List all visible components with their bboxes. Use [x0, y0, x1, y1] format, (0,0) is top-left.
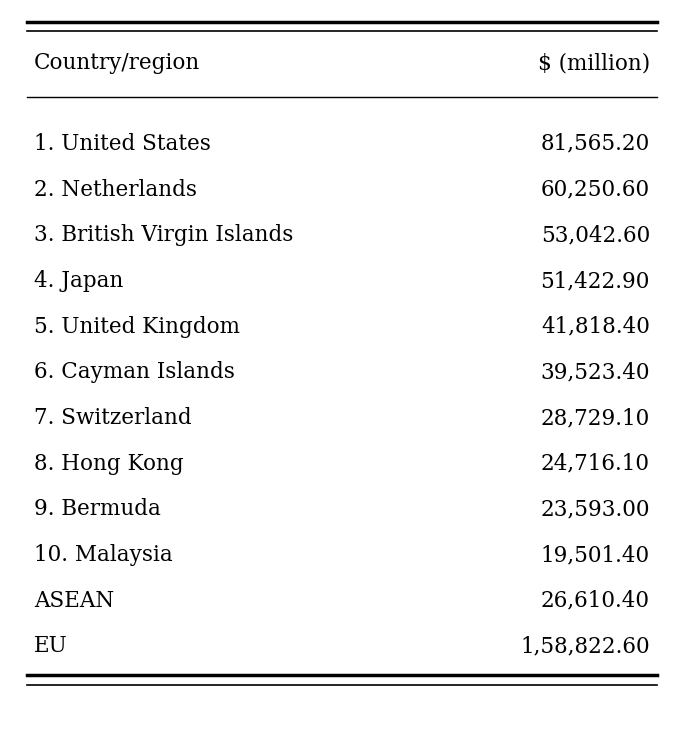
Text: 60,250.60: 60,250.60 [541, 178, 650, 200]
Text: 81,565.20: 81,565.20 [541, 133, 650, 155]
Text: 41,818.40: 41,818.40 [541, 316, 650, 338]
Text: 6. Cayman Islands: 6. Cayman Islands [34, 361, 235, 383]
Text: 51,422.90: 51,422.90 [540, 270, 650, 292]
Text: 9. Bermuda: 9. Bermuda [34, 499, 160, 520]
Text: 7. Switzerland: 7. Switzerland [34, 407, 192, 429]
Text: 8. Hong Kong: 8. Hong Kong [34, 452, 183, 474]
Text: 19,501.40: 19,501.40 [541, 544, 650, 566]
Text: 2. Netherlands: 2. Netherlands [34, 178, 197, 200]
Text: 53,042.60: 53,042.60 [541, 224, 650, 246]
Text: 5. United Kingdom: 5. United Kingdom [34, 316, 240, 338]
Text: 24,716.10: 24,716.10 [541, 452, 650, 474]
Text: 26,610.40: 26,610.40 [541, 590, 650, 612]
Text: ASEAN: ASEAN [34, 590, 114, 612]
Text: 1,58,822.60: 1,58,822.60 [521, 635, 650, 657]
Text: Country/region: Country/region [34, 52, 200, 74]
Text: $ (million): $ (million) [538, 52, 650, 74]
Text: 23,593.00: 23,593.00 [540, 499, 650, 520]
Text: EU: EU [34, 635, 68, 657]
Text: 4. Japan: 4. Japan [34, 270, 123, 292]
Text: 1. United States: 1. United States [34, 133, 211, 155]
Text: 39,523.40: 39,523.40 [540, 361, 650, 383]
Text: 28,729.10: 28,729.10 [541, 407, 650, 429]
Text: 10. Malaysia: 10. Malaysia [34, 544, 173, 566]
Text: 3. British Virgin Islands: 3. British Virgin Islands [34, 224, 293, 246]
